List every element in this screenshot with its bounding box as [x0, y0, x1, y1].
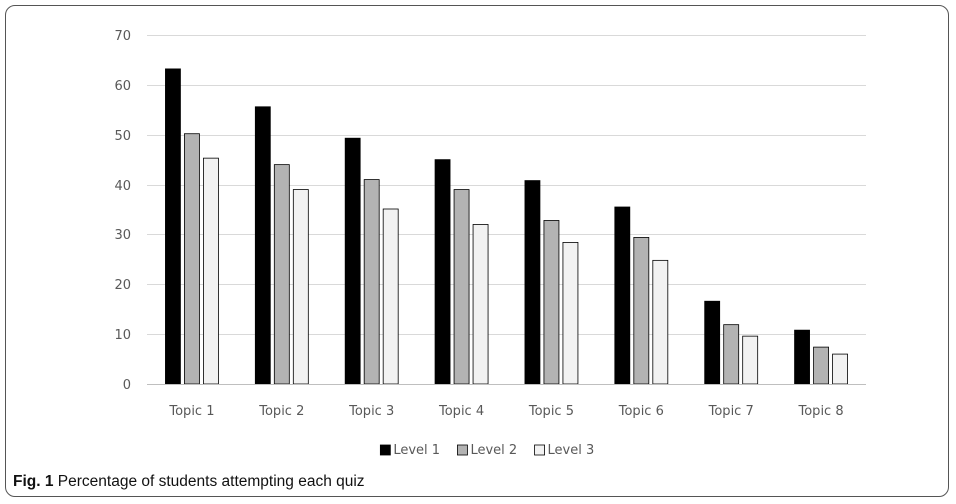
bar-level-2-topic-6	[633, 237, 650, 385]
bar-level-2-topic-7	[723, 324, 740, 385]
y-tick-label: 70	[114, 29, 131, 44]
legend: Level 1 Level 2 Level 3	[379, 443, 595, 458]
y-tick-label: 30	[114, 228, 131, 243]
caption-label: Fig. 1	[13, 473, 54, 490]
y-tick-label: 50	[114, 129, 131, 144]
legend-label-level-1: Level 1	[393, 443, 440, 458]
bar-level-2-topic-5	[543, 220, 560, 385]
x-tick-label: Topic 1	[168, 404, 214, 419]
x-tick-label: Topic 6	[618, 404, 664, 419]
caption-text: Percentage of students attempting each q…	[57, 473, 365, 490]
bar-level-3-topic-5	[562, 242, 579, 385]
y-tick-label: 20	[114, 278, 131, 293]
x-tick-label: Topic 2	[258, 404, 304, 419]
bar-level-2-topic-3	[363, 179, 380, 385]
bar-level-3-topic-6	[652, 259, 669, 385]
bar-level-1-topic-4	[434, 159, 451, 385]
x-tick-label: Topic 7	[708, 404, 754, 419]
bar-level-2-topic-2	[273, 164, 290, 385]
legend-swatch-level-1	[379, 444, 391, 456]
y-tick-label: 10	[114, 328, 131, 343]
bar-level-2-topic-4	[453, 189, 470, 385]
bar-level-3-topic-1	[203, 157, 219, 385]
legend-swatch-level-3	[534, 444, 545, 456]
bar-level-3-topic-7	[742, 335, 759, 385]
axes: 0 10 20 30 40 50 60 70 Topic 1 Topic 2 Topic 3 Topi…	[114, 29, 866, 419]
x-tick-label: Topic 8	[798, 404, 844, 419]
x-tick-label: Topic 4	[438, 404, 484, 419]
bar-level-1-topic-3	[344, 137, 361, 385]
legend-swatch-level-2	[457, 444, 468, 456]
legend-label-level-2: Level 2	[470, 443, 517, 458]
gridlines	[147, 35, 866, 335]
y-tick-label: 60	[114, 79, 131, 94]
bar-level-2-topic-1	[184, 133, 200, 385]
bar-level-1-topic-8	[794, 329, 810, 385]
y-tick-label: 40	[114, 179, 131, 194]
bars	[165, 68, 848, 385]
bar-level-1-topic-6	[614, 206, 631, 385]
x-tick-label: Topic 3	[348, 404, 394, 419]
bar-level-3-topic-4	[472, 224, 489, 385]
bar-level-3-topic-2	[292, 189, 309, 385]
bar-level-1-topic-1	[165, 68, 181, 385]
bar-level-3-topic-8	[832, 353, 848, 385]
bar-level-3-topic-3	[382, 208, 399, 385]
y-tick-label: 0	[123, 378, 131, 393]
bar-level-1-topic-7	[704, 300, 721, 385]
bar-level-1-topic-2	[254, 106, 271, 385]
legend-label-level-3: Level 3	[548, 443, 595, 458]
x-tick-label: Topic 5	[528, 404, 574, 419]
figure-caption: Fig. 1 Percentage of students attempting…	[13, 473, 365, 491]
bar-level-1-topic-5	[524, 180, 541, 385]
figure-frame	[5, 5, 949, 497]
bar-level-2-topic-8	[813, 346, 829, 385]
